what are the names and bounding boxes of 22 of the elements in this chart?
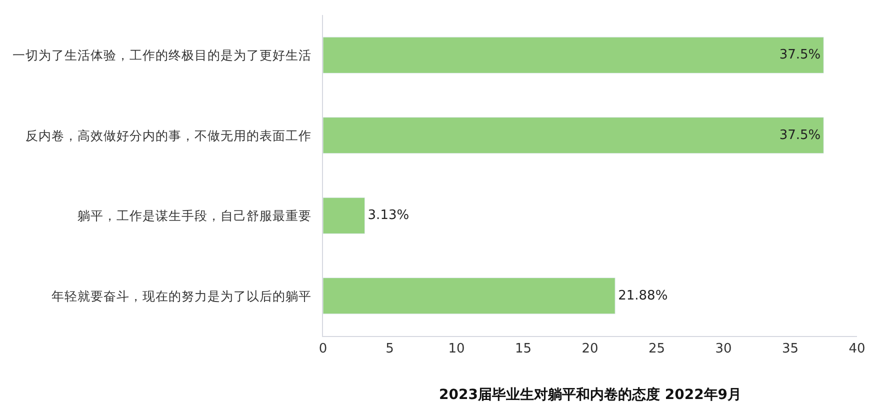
bar bbox=[323, 117, 824, 154]
data-label: 21.88% bbox=[618, 288, 668, 304]
y-tick-label: 躺平，工作是谋生手段，自己舒服最重要 bbox=[78, 208, 312, 224]
x-tick-label: 0 bbox=[318, 342, 328, 357]
bar bbox=[323, 197, 366, 234]
data-label: 37.5% bbox=[779, 128, 821, 143]
bar bbox=[323, 278, 616, 314]
data-label: 37.5% bbox=[779, 48, 821, 63]
text: 2023届毕业生对躺平和内卷的态度 2022年9月 bbox=[439, 386, 742, 403]
x-tick-label: 40 bbox=[848, 342, 866, 357]
x-tick-label: 35 bbox=[782, 342, 799, 357]
x-tick-label: 30 bbox=[715, 342, 732, 357]
data-label: 3.13% bbox=[368, 208, 410, 224]
x-tick-label: 15 bbox=[514, 342, 532, 357]
y-tick-label: 反内卷，高效做好分内的事，不做无用的表面工作 bbox=[26, 128, 312, 143]
x-tick-label: 25 bbox=[648, 342, 666, 357]
bar bbox=[323, 36, 824, 74]
x-tick-label: 10 bbox=[448, 342, 465, 357]
y-tick-label: 年轻就要奋斗，现在的努力是为了以后的躺平 bbox=[52, 288, 312, 304]
x-tick-label: 5 bbox=[386, 342, 394, 357]
x-tick-label: 20 bbox=[582, 342, 598, 357]
y-tick-label: 一切为了生活体验，工作的终极目的是为了更好生活 bbox=[12, 48, 312, 63]
